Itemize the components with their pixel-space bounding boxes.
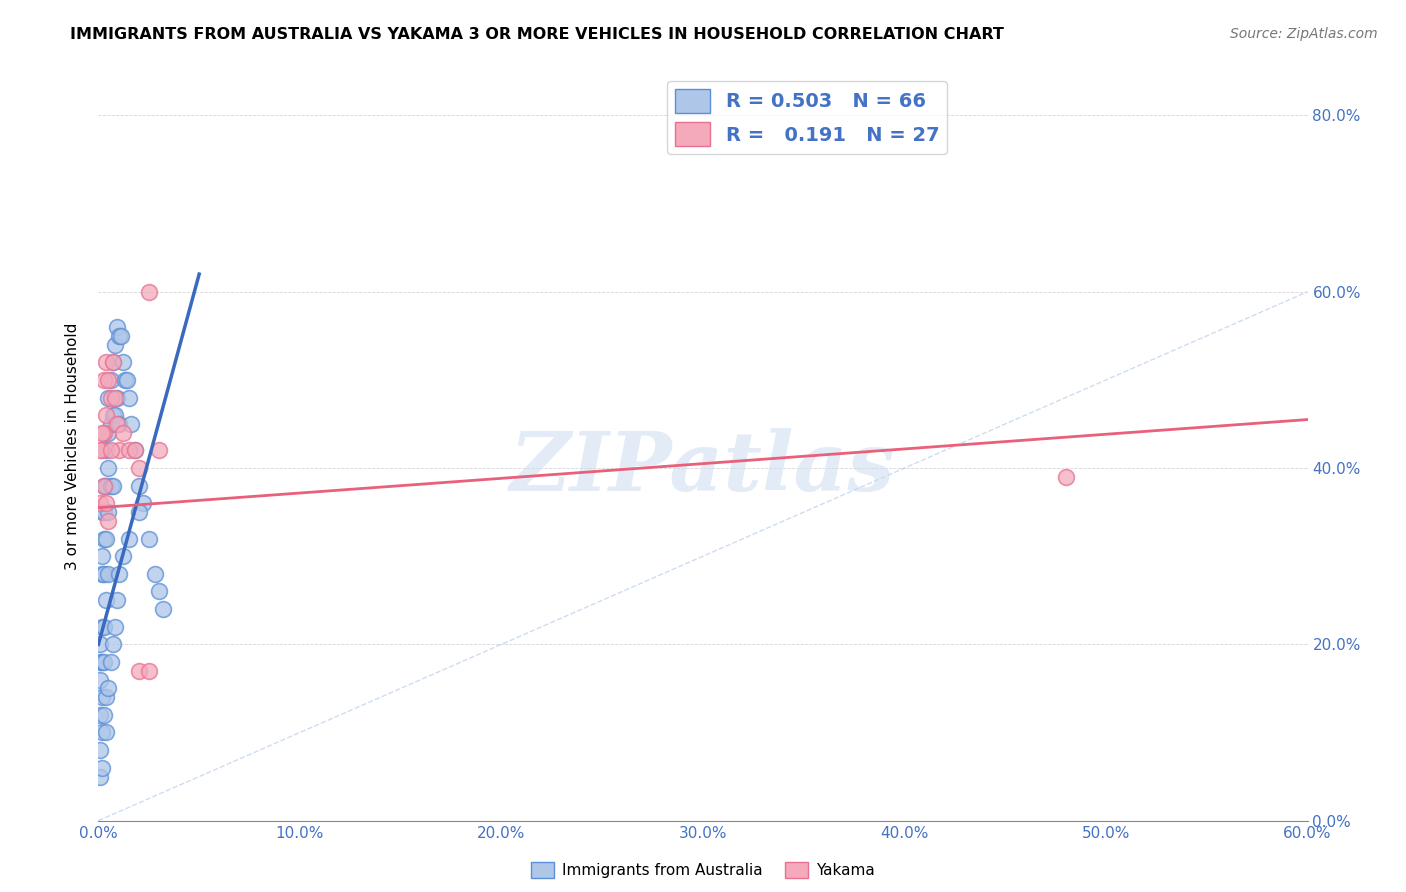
Point — [128, 461, 150, 475]
Point — [128, 478, 150, 492]
Point — [107, 417, 129, 431]
Point — [115, 373, 138, 387]
Point — [100, 417, 122, 431]
Point — [107, 443, 129, 458]
Point — [91, 425, 114, 440]
Point — [93, 373, 115, 387]
Point — [100, 373, 122, 387]
Point — [100, 391, 122, 405]
Point — [91, 690, 114, 705]
Point — [93, 566, 115, 581]
Point — [96, 593, 118, 607]
Point — [101, 637, 124, 651]
Point — [89, 770, 111, 784]
Legend: R = 0.503   N = 66, R =   0.191   N = 27: R = 0.503 N = 66, R = 0.191 N = 27 — [668, 81, 948, 153]
Point — [111, 355, 134, 369]
Point — [96, 690, 118, 705]
Point — [91, 620, 114, 634]
Point — [118, 443, 141, 458]
Point — [103, 337, 125, 351]
Point — [128, 505, 150, 519]
Point — [1054, 470, 1077, 484]
Point — [138, 664, 160, 678]
Point — [93, 505, 115, 519]
Point — [107, 566, 129, 581]
Point — [152, 602, 174, 616]
Point — [105, 417, 128, 431]
Point — [91, 761, 114, 775]
Point — [100, 655, 122, 669]
Point — [118, 391, 141, 405]
Point — [120, 417, 142, 431]
Point — [138, 285, 160, 299]
Point — [114, 373, 136, 387]
Text: ZIPatlas: ZIPatlas — [510, 428, 896, 508]
Point — [103, 391, 125, 405]
Text: Source: ZipAtlas.com: Source: ZipAtlas.com — [1230, 27, 1378, 41]
Point — [96, 496, 118, 510]
Point — [105, 391, 128, 405]
Point — [93, 425, 115, 440]
Point — [93, 707, 115, 722]
Point — [96, 408, 118, 422]
Point — [124, 443, 146, 458]
Point — [93, 532, 115, 546]
Point — [103, 620, 125, 634]
Point — [91, 566, 114, 581]
Point — [96, 355, 118, 369]
Point — [101, 355, 124, 369]
Point — [148, 584, 170, 599]
Point — [96, 478, 118, 492]
Point — [138, 532, 160, 546]
Point — [118, 532, 141, 546]
Point — [97, 373, 120, 387]
Point — [124, 443, 146, 458]
Point — [110, 328, 132, 343]
Point — [100, 443, 122, 458]
Point — [97, 566, 120, 581]
Point — [93, 655, 115, 669]
Point — [101, 478, 124, 492]
Point — [89, 496, 111, 510]
Point — [93, 478, 115, 492]
Point — [107, 328, 129, 343]
Point — [89, 655, 111, 669]
Y-axis label: 3 or more Vehicles in Household: 3 or more Vehicles in Household — [65, 322, 80, 570]
Point — [96, 443, 118, 458]
Point — [89, 637, 111, 651]
Point — [91, 505, 114, 519]
Point — [105, 593, 128, 607]
Point — [111, 425, 134, 440]
Point — [103, 408, 125, 422]
Point — [91, 549, 114, 564]
Point — [91, 443, 114, 458]
Point — [97, 514, 120, 528]
Point — [101, 355, 124, 369]
Point — [97, 681, 120, 696]
Point — [128, 664, 150, 678]
Point — [97, 425, 120, 440]
Point — [93, 620, 115, 634]
Point — [91, 655, 114, 669]
Point — [143, 566, 166, 581]
Legend: Immigrants from Australia, Yakama: Immigrants from Australia, Yakama — [526, 856, 880, 884]
Point — [93, 478, 115, 492]
Point — [105, 320, 128, 334]
Point — [89, 707, 111, 722]
Point — [100, 478, 122, 492]
Point — [97, 391, 120, 405]
Point — [89, 673, 111, 687]
Point — [91, 725, 114, 739]
Point — [89, 743, 111, 757]
Point — [96, 725, 118, 739]
Point — [97, 461, 120, 475]
Point — [96, 532, 118, 546]
Point — [89, 443, 111, 458]
Point — [97, 505, 120, 519]
Point — [132, 496, 155, 510]
Point — [111, 549, 134, 564]
Point — [148, 443, 170, 458]
Text: IMMIGRANTS FROM AUSTRALIA VS YAKAMA 3 OR MORE VEHICLES IN HOUSEHOLD CORRELATION : IMMIGRANTS FROM AUSTRALIA VS YAKAMA 3 OR… — [70, 27, 1004, 42]
Point — [101, 408, 124, 422]
